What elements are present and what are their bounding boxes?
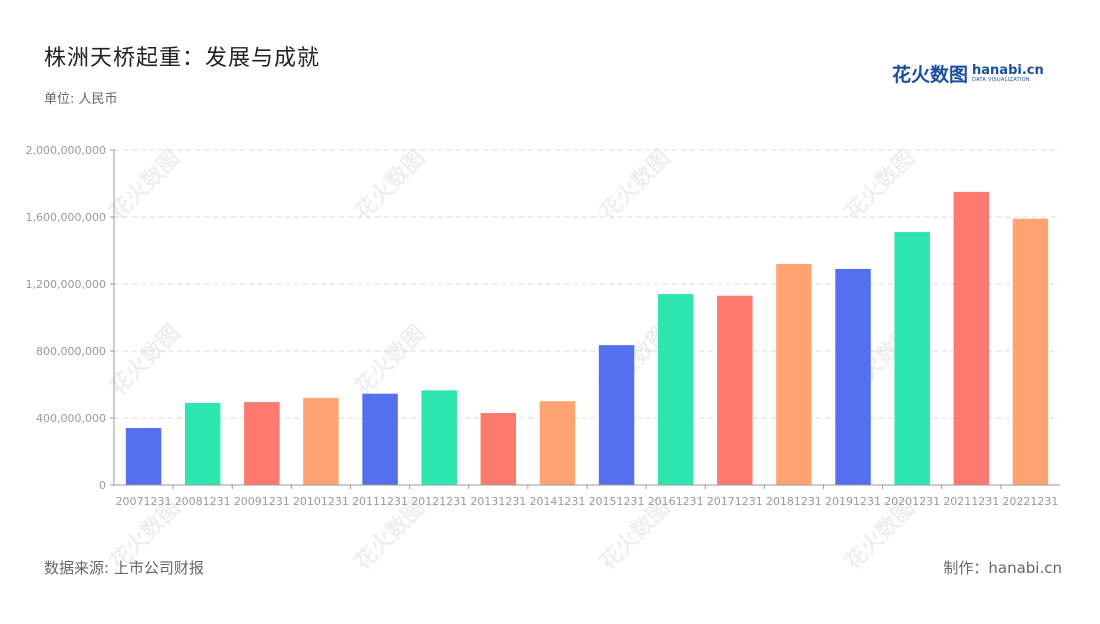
x-tick-label: 20131231 bbox=[470, 495, 526, 508]
bar bbox=[362, 393, 398, 485]
x-tick-label: 20121231 bbox=[411, 495, 467, 508]
watermark-text: 花火数图 bbox=[105, 145, 186, 226]
x-tick-label: 20101231 bbox=[293, 495, 349, 508]
x-tick-label: 20201231 bbox=[884, 495, 940, 508]
bar bbox=[598, 345, 635, 485]
y-tick-label: 400,000,000 bbox=[36, 412, 106, 425]
watermark-text: 花火数图 bbox=[105, 320, 186, 401]
x-tick-label: 20211231 bbox=[943, 495, 999, 508]
x-tick-label: 20171231 bbox=[707, 495, 763, 508]
bar bbox=[244, 402, 280, 485]
y-tick-labels: 0 400,000,000 800,000,000 1,200,000,000 1,60… bbox=[26, 144, 106, 492]
bar bbox=[1012, 218, 1049, 486]
bar bbox=[835, 268, 871, 485]
bar bbox=[717, 295, 753, 485]
unit-label: 单位: 人民币 bbox=[44, 92, 118, 107]
bar bbox=[894, 232, 930, 485]
bars bbox=[125, 191, 1049, 486]
bar bbox=[657, 294, 694, 485]
bar bbox=[303, 397, 339, 485]
x-tick-label: 20141231 bbox=[529, 495, 585, 508]
x-tick-label: 20081231 bbox=[175, 495, 231, 508]
y-tick-label: 2,000,000,000 bbox=[26, 144, 106, 157]
x-tick-label: 20221231 bbox=[1002, 495, 1058, 508]
bar bbox=[125, 428, 162, 485]
bar bbox=[953, 191, 990, 485]
x-tick-label: 20111231 bbox=[352, 495, 408, 508]
bar bbox=[421, 390, 457, 485]
brand-logo: 花火数图 hanabi.cn DATA VISUALIZATION bbox=[892, 60, 1044, 87]
x-tick-label: 20151231 bbox=[589, 495, 645, 508]
watermark-text: 花火数图 bbox=[595, 145, 676, 226]
x-tick-label: 20161231 bbox=[648, 495, 704, 508]
x-tick-label: 20191231 bbox=[825, 495, 881, 508]
bar bbox=[776, 263, 812, 485]
brand-logo-en-wrap: hanabi.cn DATA VISUALIZATION bbox=[972, 64, 1044, 83]
bar bbox=[184, 402, 221, 485]
watermark-text: 花火数图 bbox=[840, 145, 921, 226]
axes bbox=[110, 149, 1060, 489]
y-tick-label: 1,200,000,000 bbox=[26, 278, 106, 291]
data-source: 数据来源: 上市公司财报 bbox=[44, 559, 204, 577]
brand-logo-sub: DATA VISUALIZATION bbox=[972, 77, 1030, 83]
brand-logo-cn: 花火数图 bbox=[892, 64, 969, 86]
credit: 制作：hanabi.cn bbox=[943, 559, 1062, 577]
x-tick-label: 20181231 bbox=[766, 495, 822, 508]
x-tick-labels: 20071231 20081231 20091231 20101231 20111231… bbox=[116, 495, 1059, 508]
y-tick-label: 1,600,000,000 bbox=[26, 211, 106, 224]
bar bbox=[480, 412, 517, 485]
x-tick-label: 20071231 bbox=[116, 495, 172, 508]
x-tick-label: 20091231 bbox=[234, 495, 290, 508]
y-tick-label: 800,000,000 bbox=[36, 345, 106, 358]
y-tick-label: 0 bbox=[99, 479, 106, 492]
watermark-text: 花火数图 bbox=[350, 320, 431, 401]
brand-logo-en: hanabi.cn bbox=[972, 63, 1044, 78]
watermark-text: 花火数图 bbox=[350, 145, 431, 226]
chart-title: 株洲天桥起重：发展与成就 bbox=[44, 46, 321, 71]
bar bbox=[539, 401, 576, 485]
